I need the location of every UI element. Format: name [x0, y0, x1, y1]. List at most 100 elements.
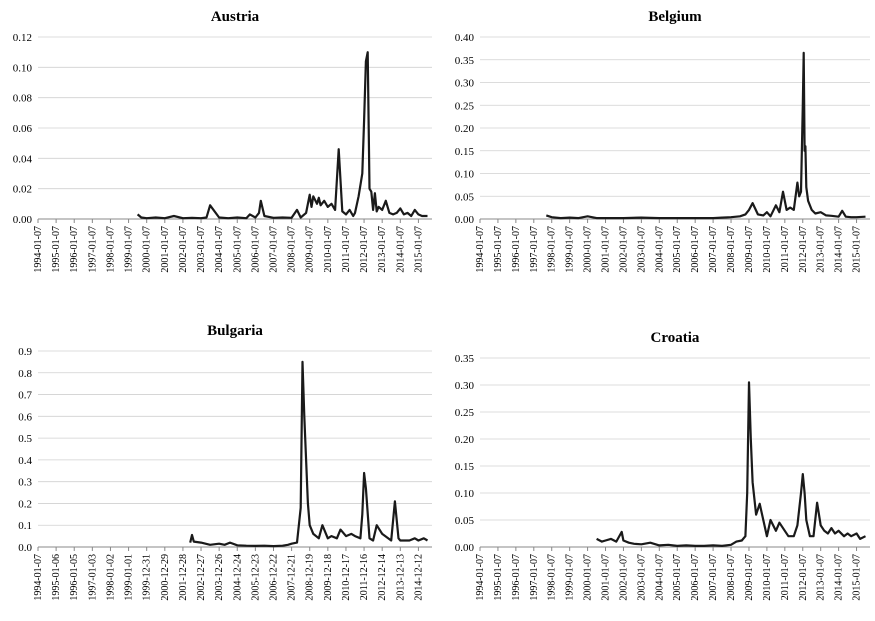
x-tick-label: 1997-01-07: [529, 226, 540, 273]
y-tick-label: 0.20: [455, 434, 475, 446]
y-tick-label: 0.10: [455, 169, 475, 181]
x-tick-label: 2011-12-16: [359, 554, 370, 600]
x-tick-label: 2014-01-07: [834, 554, 845, 601]
chart-panel-4: Croatia 0.00 0.05 0.10 0.15 0.20 0.25 0.30 0.35 1…: [455, 330, 870, 601]
x-tick-label: 2009-01-07: [305, 226, 316, 273]
x-tick-label: 2014-12-12: [413, 554, 424, 601]
y-tick-label: 0.30: [455, 380, 475, 392]
x-tick-label: 2012-01-07: [798, 554, 809, 601]
x-tick-label: 1995-01-07: [51, 226, 62, 273]
x-tick-label: 1994-01-07: [475, 226, 486, 273]
x-tick-label: 1996-01-07: [511, 226, 522, 273]
y-tick-label: 0.4: [18, 455, 32, 467]
x-tick-label: 2001-01-07: [601, 554, 612, 601]
x-tick-label: 2001-01-07: [601, 226, 612, 273]
x-tick-label: 2012-01-07: [359, 226, 370, 273]
y-tick-label: 0.40: [455, 32, 475, 44]
x-tick-label: 2000-12-29: [160, 554, 171, 601]
x-tick-label: 1996-01-05: [69, 554, 80, 601]
x-tick-label: 2013-01-07: [816, 554, 827, 601]
y-tick-label: 0.08: [13, 93, 33, 105]
x-tick-label: 2008-01-07: [726, 226, 737, 273]
y-tick-label: 0.6: [18, 411, 32, 423]
y-tick-label: 0.25: [455, 100, 475, 112]
y-tick-label: 0.12: [13, 32, 32, 44]
y-tick-label: 0.30: [455, 78, 475, 90]
x-tick-label: 2002-12-27: [196, 554, 207, 601]
x-tick-label: 2005-01-07: [672, 226, 683, 273]
y-tick-label: 0.10: [13, 62, 33, 74]
x-tick-label: 1997-01-07: [529, 554, 540, 601]
x-tick-label: 2005-01-07: [672, 554, 683, 601]
y-tick-label: 0.9: [18, 346, 32, 358]
x-tick-label: 2015-01-07: [852, 226, 863, 273]
x-tick-label: 1999-01-01: [124, 554, 135, 601]
x-tick-label: 2002-01-07: [618, 226, 629, 273]
x-tick-label: 2012-12-14: [377, 554, 388, 601]
y-tick-label: 0.1: [18, 520, 32, 532]
x-tick-label: 2006-01-07: [690, 226, 701, 273]
x-tick-label: 2014-01-07: [834, 226, 845, 273]
x-tick-label: 1996-01-07: [69, 226, 80, 273]
x-tick-label: 2009-01-07: [744, 554, 755, 601]
x-tick-label: 1994-01-07: [475, 554, 486, 601]
x-tick-label: 2010-01-07: [323, 226, 334, 273]
x-tick-label: 2004-01-07: [214, 226, 225, 273]
x-tick-label: 1995-01-07: [493, 554, 504, 601]
y-tick-label: 0.7: [18, 390, 32, 402]
y-tick-label: 0.00: [13, 214, 33, 226]
x-tick-label: 2003-01-07: [636, 554, 647, 601]
series-line: [189, 360, 429, 548]
y-tick-label: 0.15: [455, 146, 475, 158]
x-tick-label: 1999-12-31: [142, 554, 153, 601]
chart-panel-1: Austria 0.00 0.02 0.04 0.06 0.08 0.10 0.12 1994-…: [13, 9, 432, 273]
y-tick-label: 0.20: [455, 123, 475, 135]
x-tick-label: 1994-01-07: [33, 226, 44, 273]
x-tick-label: 2007-12-21: [287, 554, 298, 601]
x-tick-label: 1998-01-07: [105, 226, 116, 273]
x-tick-label: 2007-01-07: [708, 226, 719, 273]
x-tick-label: 1994-01-07: [33, 554, 44, 601]
y-tick-label: 0.10: [455, 488, 475, 500]
x-tick-label: 2004-12-24: [232, 554, 243, 601]
y-tick-label: 0.8: [18, 368, 32, 380]
x-tick-label: 1998-01-07: [547, 554, 558, 601]
x-tick-label: 2000-01-07: [583, 554, 594, 601]
x-tick-label: 2005-01-07: [232, 226, 243, 273]
panel-title: Belgium: [648, 9, 702, 25]
x-tick-label: 2015-01-07: [413, 226, 424, 273]
chart-panel-2: Belgium 0.00 0.05 0.10 0.15 0.20 0.25 0.30 0.35 0…: [455, 9, 870, 273]
chart-panel-3: Bulgaria 0.0 0.1 0.2 0.3 0.4 0.5 0.6 0.7 0.8 0.9 19…: [18, 323, 432, 601]
x-tick-label: 1997-01-03: [87, 554, 98, 601]
x-tick-label: 2004-01-07: [654, 226, 665, 273]
y-tick-label: 0.3: [18, 477, 32, 489]
x-tick-label: 1999-01-07: [124, 226, 135, 273]
y-tick-label: 0.06: [13, 123, 33, 135]
x-tick-label: 1995-01-06: [51, 554, 62, 601]
x-tick-label: 1998-01-02: [105, 554, 116, 601]
x-tick-label: 2006-01-07: [690, 554, 701, 601]
x-tick-label: 2011-01-07: [780, 554, 791, 600]
panel-title: Croatia: [651, 330, 700, 346]
x-tick-label: 2011-01-07: [341, 226, 352, 272]
y-tick-label: 0.2: [18, 498, 32, 510]
x-tick-label: 2014-01-07: [395, 226, 406, 273]
x-tick-label: 2013-12-13: [395, 554, 406, 601]
x-tick-label: 2009-12-18: [323, 554, 334, 601]
y-tick-label: 0.35: [455, 353, 475, 365]
x-tick-label: 2001-12-28: [178, 554, 189, 601]
x-tick-label: 2003-01-07: [196, 226, 207, 273]
x-tick-label: 1999-01-07: [565, 226, 576, 273]
y-tick-label: 0.05: [455, 515, 475, 527]
x-tick-label: 2010-01-07: [762, 554, 773, 601]
x-tick-label: 2004-01-07: [654, 554, 665, 601]
x-tick-label: 2011-01-07: [780, 226, 791, 272]
x-tick-label: 2010-12-17: [341, 554, 352, 601]
x-tick-label: 2006-01-07: [250, 226, 261, 273]
x-tick-label: 2005-12-23: [250, 554, 261, 601]
y-tick-label: 0.0: [18, 542, 32, 554]
y-tick-label: 0.02: [13, 184, 32, 196]
x-tick-label: 1995-01-07: [493, 226, 504, 273]
y-tick-label: 0.5: [18, 433, 32, 445]
